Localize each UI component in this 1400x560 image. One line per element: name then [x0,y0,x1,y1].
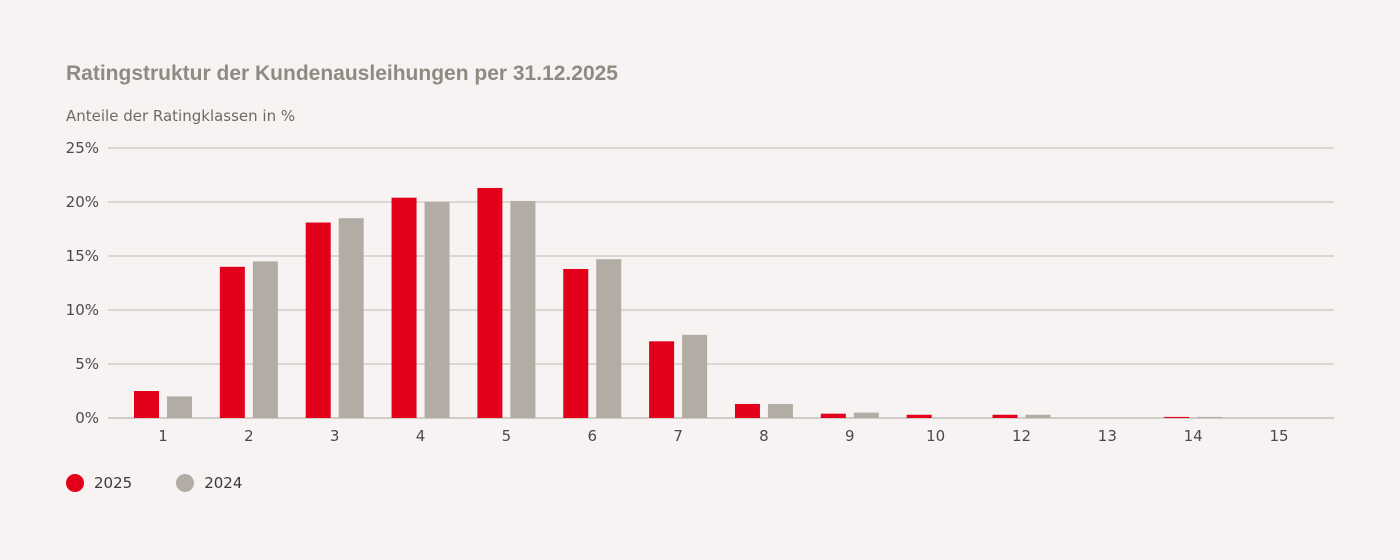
bar-2024-rating-2 [252,261,278,418]
bar-2024-rating-13 [1111,417,1137,418]
bar-2025-rating-7 [649,341,675,418]
legend-swatch-2025 [66,474,84,492]
x-tick-label-3: 3 [330,427,340,445]
y-tick-label-10: 10% [66,301,99,319]
bar-2025-rating-9 [820,413,846,418]
bar-2025-rating-3 [305,222,331,418]
bar-2024-rating-7 [682,334,708,418]
bar-2025-rating-5 [477,187,503,418]
bar-2024-rating-14 [1197,416,1223,418]
chart-legend: 2025 2024 [66,474,286,492]
x-tick-label-6: 6 [587,427,597,445]
chart-subtitle: Anteile der Ratingklassen in % [66,107,296,125]
bar-2025-rating-4 [391,197,417,418]
legend-item-2024: 2024 [176,474,242,492]
bar-2024-rating-6 [596,259,622,418]
bar-2025-rating-1 [134,391,159,418]
bar-2024-rating-4 [424,202,450,418]
chart-title: Ratingstruktur der Kundenausleihungen pe… [66,62,618,85]
x-tick-label-2: 2 [244,427,254,445]
x-tick-label-7: 7 [673,427,683,445]
bar-2024-rating-5 [510,200,536,418]
bar-2024-rating-12 [1025,414,1051,418]
bar-2025-rating-6 [563,268,589,418]
legend-label-2025: 2025 [94,474,133,492]
bar-2025-rating-8 [734,403,760,418]
y-tick-label-15: 15% [66,247,99,265]
bar-2025-rating-10 [906,414,932,418]
x-tick-label-13: 13 [1098,427,1117,445]
x-tick-label-9: 9 [845,427,855,445]
legend-item-2025: 2025 [66,474,132,492]
x-tick-label-4: 4 [416,427,426,445]
x-tick-label-1: 1 [158,427,168,445]
x-tick-label-8: 8 [759,427,769,445]
bar-2025-rating-14 [1164,416,1190,418]
bar-2024-rating-9 [853,412,879,418]
x-tick-label-14: 14 [1184,427,1203,445]
x-tick-label-15: 15 [1270,427,1289,445]
x-tick-label-5: 5 [502,427,512,445]
bar-2025-rating-12 [992,414,1018,418]
bar-2025-rating-2 [219,266,245,418]
bar-2024-rating-3 [338,218,364,418]
legend-swatch-2024 [176,474,195,492]
legend-label-2024: 2024 [204,474,243,492]
bar-2024-rating-1 [167,396,192,418]
x-tick-label-10: 10 [926,427,945,445]
x-tick-label-12: 12 [1012,427,1031,445]
y-tick-label-20: 20% [66,193,99,211]
bar-2024-rating-8 [767,403,793,418]
y-tick-label-5: 5% [75,355,99,373]
y-tick-label-0: 0% [75,409,99,427]
y-tick-label-25: 25% [66,139,99,157]
